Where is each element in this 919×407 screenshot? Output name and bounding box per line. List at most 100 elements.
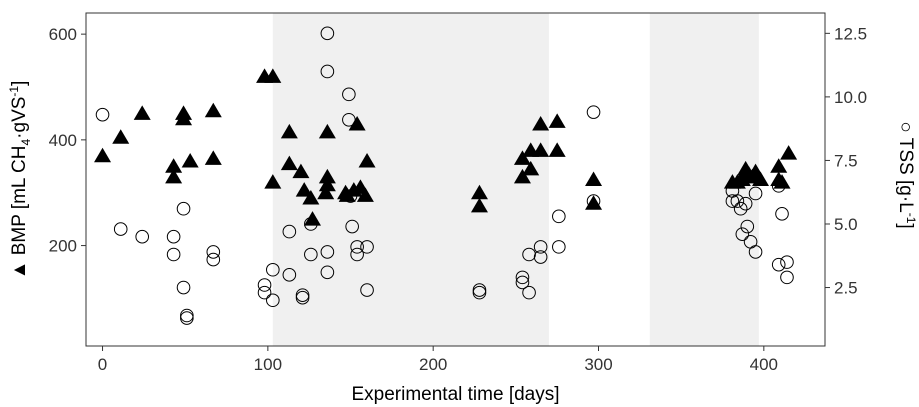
y-axis-left: 200 400 600	[49, 25, 86, 256]
tss-point	[345, 219, 359, 234]
bmp-point	[295, 182, 313, 197]
bmp-point	[780, 145, 798, 160]
bmp-point	[470, 184, 488, 200]
y-left-title-superscript: -1	[7, 86, 21, 97]
bmp-point	[358, 153, 376, 168]
tss-point	[350, 247, 364, 262]
x-tick-label: 0	[98, 355, 107, 374]
bmp-point	[280, 155, 298, 171]
y-axis-left-title: ▲ BMP [mL CH4·gVS-1]	[7, 81, 33, 280]
tss-point	[725, 194, 740, 208]
tss-point	[113, 222, 128, 236]
bmp-point	[773, 174, 791, 189]
bmp-point	[532, 142, 550, 157]
tss-point	[780, 255, 794, 269]
bmp-point	[318, 168, 336, 184]
y-right-tick-label: 2.5	[834, 279, 858, 298]
y-right-tick-label: 7.5	[834, 151, 858, 170]
tss-point	[748, 245, 763, 259]
tss-point	[472, 285, 487, 300]
tss-point	[360, 240, 374, 254]
bmp-point	[356, 187, 374, 202]
bmp-point	[585, 195, 603, 210]
tss-point	[176, 280, 191, 295]
bmp-point	[292, 163, 310, 179]
y-left-tick-label: 200	[49, 237, 77, 256]
x-tick-label: 400	[750, 355, 778, 374]
bmp-point	[133, 105, 151, 120]
y-right-tick-label: 12.5	[834, 24, 867, 43]
tss-point	[135, 229, 150, 244]
tss-point	[342, 87, 356, 102]
bmp-point	[165, 168, 183, 184]
bmp-point	[470, 197, 488, 213]
tss-point	[733, 201, 748, 216]
bmp-point	[513, 150, 531, 165]
tss-point	[730, 194, 745, 208]
y-left-title-part: ·gVS	[9, 97, 30, 139]
tss-point	[350, 240, 364, 254]
tss-legend-marker: ○	[895, 121, 916, 132]
tss-point	[735, 227, 750, 241]
x-tick-label: 300	[584, 355, 612, 374]
tss-point	[552, 240, 566, 254]
y-axis-right-title: ○ TSS [g·L-1]	[895, 121, 918, 228]
bmp-point	[280, 123, 298, 139]
bmp-legend-marker: ▲	[9, 261, 30, 280]
y-right-tick-label: 5.0	[834, 215, 858, 234]
tss-point	[176, 201, 191, 216]
x-tick-label: 100	[254, 355, 282, 374]
x-axis-title: Experimental time [days]	[351, 384, 559, 405]
bmp-point	[548, 113, 566, 128]
tss-point	[740, 219, 755, 234]
y-left-title-subscript: 4	[19, 139, 33, 146]
x-tick-label: 200	[419, 355, 447, 374]
bmp-point	[548, 142, 566, 157]
bmp-point	[585, 171, 603, 186]
tss-point	[266, 262, 280, 277]
x-axis: 0 100 200 300 400	[98, 346, 778, 374]
y-left-title-part: BMP [mL CH	[9, 146, 30, 261]
tss-series	[95, 26, 794, 325]
tss-point	[522, 285, 536, 300]
shaded-periods	[272, 13, 759, 346]
y-left-tick-label: 600	[49, 25, 77, 44]
bmp-point	[94, 147, 112, 163]
bmp-point	[112, 129, 130, 144]
bmp-point	[264, 174, 282, 189]
bmp-point	[317, 184, 335, 200]
shaded-period	[272, 13, 549, 346]
plot-panel-border	[85, 12, 826, 347]
tss-point	[180, 308, 194, 323]
tss-point	[738, 196, 753, 211]
tss-point	[515, 275, 530, 290]
tss-point	[320, 265, 335, 280]
tss-point	[257, 285, 272, 300]
tss-point	[320, 64, 335, 79]
tss-point	[206, 252, 221, 267]
tss-point	[320, 26, 335, 41]
bmp-point	[348, 116, 366, 131]
y-right-title-part: ]	[895, 223, 916, 228]
tss-point	[552, 209, 566, 224]
bmp-point	[318, 176, 336, 192]
tss-point	[95, 107, 110, 122]
bmp-point	[181, 153, 199, 168]
tss-point	[771, 257, 786, 272]
bmp-point	[522, 160, 540, 176]
bmp-point	[303, 211, 321, 226]
tss-point	[166, 229, 181, 244]
bmp-point	[318, 123, 336, 139]
tss-point	[257, 278, 272, 292]
y-right-title-part: TSS [g·L	[895, 133, 916, 213]
bmp-point	[204, 102, 222, 118]
bmp-point	[752, 171, 770, 186]
tss-point	[775, 207, 789, 221]
tss-point	[320, 245, 335, 259]
tss-point	[748, 186, 763, 201]
tss-point	[266, 293, 280, 308]
bmp-point	[302, 190, 320, 205]
tss-point	[282, 268, 297, 282]
tss-point	[180, 311, 194, 325]
y-right-tick-label: 10.0	[834, 88, 867, 107]
